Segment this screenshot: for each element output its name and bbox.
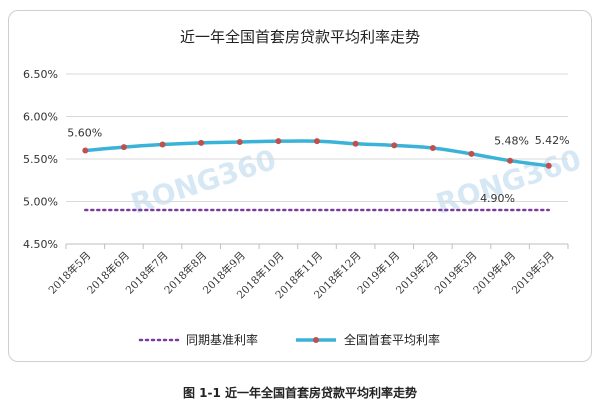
data-label: 5.42% bbox=[535, 134, 570, 147]
data-point bbox=[82, 147, 89, 154]
data-point bbox=[507, 157, 514, 164]
data-point bbox=[468, 150, 475, 157]
data-label: 5.60% bbox=[67, 127, 102, 140]
legend-label: 全国首套平均利率 bbox=[344, 332, 440, 347]
data-point bbox=[545, 162, 552, 169]
y-tick-label: 6.50% bbox=[23, 68, 58, 81]
data-point bbox=[314, 138, 320, 145]
data-point bbox=[352, 140, 359, 147]
chart-title: 近一年全国首套房贷款平均利率走势 bbox=[180, 28, 420, 46]
data-point bbox=[198, 139, 205, 146]
data-label: 5.48% bbox=[494, 135, 529, 148]
legend-marker bbox=[313, 337, 319, 343]
watermark: RONG360 bbox=[127, 143, 280, 221]
watermark: RONG360 bbox=[432, 143, 585, 221]
chart-frame bbox=[8, 10, 592, 362]
y-tick-label: 5.00% bbox=[23, 196, 58, 209]
data-point bbox=[429, 144, 436, 151]
legend-label: 同期基准利率 bbox=[186, 332, 258, 347]
x-tick-label: 2019年5月 bbox=[509, 249, 557, 297]
y-tick-label: 4.50% bbox=[23, 238, 58, 251]
series-line-average bbox=[83, 139, 551, 168]
data-point bbox=[236, 139, 243, 145]
data-point bbox=[391, 142, 398, 149]
figure-caption: 图 1-1 近一年全国首套房贷款平均利率走势 bbox=[182, 386, 418, 400]
data-point bbox=[159, 141, 166, 148]
data-point bbox=[275, 138, 282, 145]
data-label: 4.90% bbox=[480, 192, 515, 205]
data-point bbox=[120, 144, 127, 151]
y-tick-label: 5.50% bbox=[23, 153, 58, 166]
y-tick-label: 6.00% bbox=[23, 111, 58, 124]
